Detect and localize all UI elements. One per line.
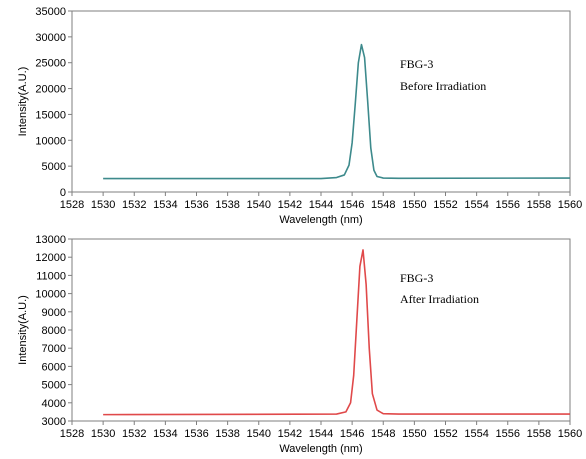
x-tick-label: 1558: [527, 428, 551, 440]
x-tick-label: 1544: [309, 428, 333, 440]
x-tick-label: 1554: [464, 199, 488, 211]
x-tick-label: 1540: [247, 428, 271, 440]
x-tick-label: 1546: [340, 199, 364, 211]
x-tick-label: 1548: [371, 428, 395, 440]
x-tick-label: 1560: [558, 428, 582, 440]
plot-frame: [71, 238, 571, 422]
plot-frame: [71, 10, 571, 193]
x-tick-label: 1538: [215, 199, 239, 211]
x-tick-label: 1548: [371, 199, 395, 211]
x-tick-label: 1540: [247, 199, 271, 211]
x-tick-label: 1550: [402, 428, 426, 440]
x-tick-label: 1536: [184, 428, 208, 440]
x-tick-label: 1534: [153, 199, 177, 211]
x-tick-label: 1544: [309, 199, 333, 211]
x-tick-label: 1546: [340, 428, 364, 440]
x-axis-label: Wavelength (nm): [279, 443, 362, 455]
x-tick-label: 1538: [215, 428, 239, 440]
y-tick-label: 8000: [42, 325, 66, 337]
x-axis-label: Wavelength (nm): [279, 214, 362, 226]
y-tick-label: 6000: [42, 361, 66, 373]
x-tick-label: 1528: [60, 428, 84, 440]
x-tick-label: 1552: [433, 199, 457, 211]
x-tick-label: 1532: [122, 428, 146, 440]
y-tick-label: 11000: [36, 270, 66, 282]
y-tick-label: 12000: [35, 252, 66, 264]
x-tick-label: 1560: [558, 199, 582, 211]
x-tick-label: 1558: [527, 199, 551, 211]
x-tick-label: 1534: [153, 428, 177, 440]
y-tick-label: 5000: [42, 161, 66, 173]
y-tick-label: 15000: [35, 109, 66, 121]
y-tick-label: 7000: [42, 343, 66, 355]
x-tick-label: 1536: [184, 199, 208, 211]
annotation-condition: After Irradiation: [400, 292, 479, 306]
y-tick-label: 5000: [42, 380, 66, 392]
y-tick-label: 13000: [35, 234, 66, 246]
x-tick-label: 1542: [278, 199, 302, 211]
y-tick-label: 0: [60, 187, 66, 199]
y-tick-label: 30000: [35, 32, 66, 44]
series-line: [103, 249, 570, 416]
x-tick-label: 1556: [496, 428, 520, 440]
y-tick-label: 3000: [42, 416, 66, 428]
y-tick-label: 4000: [42, 398, 66, 410]
annotation-sample: FBG-3: [400, 271, 433, 285]
chart-before-irradiation: 1528 1530 1532 1534 1536 1538 1540 1542 1544 1546…: [17, 6, 582, 226]
chart-after-irradiation: 1528 1530 1532 1534 1536 1538 1540 1542 1544 1546…: [17, 234, 582, 455]
y-tick-label: 25000: [35, 58, 66, 70]
x-tick-label: 1528: [60, 199, 84, 211]
y-tick-label: 35000: [35, 6, 66, 18]
y-axis-label: Intensity(A.U.): [17, 295, 29, 365]
x-tick-label: 1530: [91, 428, 115, 440]
x-tick-label: 1550: [402, 199, 426, 211]
x-tick-label: 1530: [91, 199, 115, 211]
x-tick-label: 1542: [278, 428, 302, 440]
y-tick-label: 10000: [35, 289, 66, 301]
annotation-condition: Before Irradiation: [400, 79, 486, 93]
annotation-sample: FBG-3: [400, 57, 433, 71]
x-tick-label: 1556: [496, 199, 520, 211]
y-axis-label: Intensity(A.U.): [17, 67, 29, 137]
series-line: [103, 43, 571, 180]
x-tick-label: 1554: [464, 428, 488, 440]
x-tick-label: 1532: [122, 199, 146, 211]
x-tick-label: 1552: [433, 428, 457, 440]
y-tick-label: 20000: [35, 84, 66, 96]
y-tick-label: 10000: [35, 135, 66, 147]
y-tick-label: 9000: [42, 307, 66, 319]
